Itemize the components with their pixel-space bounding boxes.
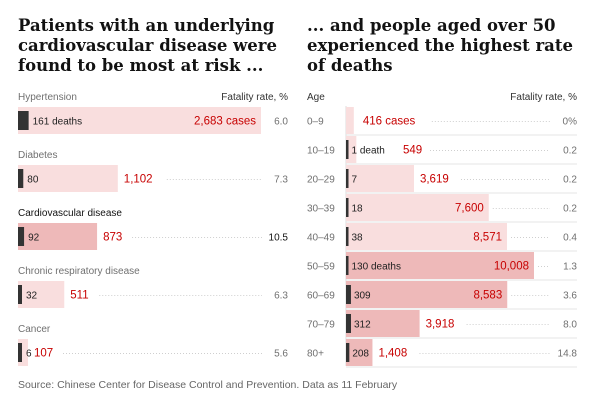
right-category-header: Age [307, 92, 325, 103]
left-deaths-bar [18, 111, 29, 130]
right-category-label: 10–19 [307, 146, 335, 157]
right-deaths-label: 309 [354, 291, 371, 302]
right-category-label: 50–59 [307, 262, 335, 273]
right-fatality-value: 0.2 [563, 175, 577, 186]
right-category-label: 40–49 [307, 233, 335, 244]
right-category-label: 80+ [307, 349, 324, 360]
right-deaths-bar [346, 343, 350, 362]
left-cases-label: 873 [103, 232, 122, 244]
right-fatality-value: 0.4 [563, 233, 577, 244]
left-chart-title: Patients with an underlying cardiovascul… [18, 16, 277, 75]
left-category-label: Cardiovascular disease [18, 208, 122, 219]
left-cases-bar [18, 339, 28, 366]
right-cases-label: 549 [403, 145, 422, 157]
left-deaths-label: 161 deaths [33, 117, 83, 128]
right-cases-label: 8,571 [473, 232, 502, 244]
left-fatality-value: 6.0 [274, 117, 288, 128]
right-deaths-label: 312 [354, 320, 371, 331]
right-cases-bar [346, 310, 420, 337]
right-fatality-value: 8.0 [563, 320, 577, 331]
right-fatality-value: 14.8 [558, 349, 578, 360]
right-fatality-value: 3.6 [563, 291, 577, 302]
right-deaths-label: 38 [352, 233, 364, 244]
left-deaths-bar [18, 169, 24, 188]
left-deaths-bar [18, 343, 22, 362]
right-deaths-bar [346, 198, 349, 217]
right-cases-bar [346, 165, 414, 192]
right-category-label: 70–79 [307, 320, 335, 331]
right-fatality-value: 0.2 [563, 146, 577, 157]
right-deaths-label: 208 [352, 349, 369, 360]
right-deaths-label: 18 [352, 204, 364, 215]
right-cases-bar [346, 252, 534, 279]
right-deaths-bar [346, 314, 351, 333]
right-cases-label: 8,583 [473, 290, 502, 302]
left-cases-label: 2,683 cases [194, 116, 256, 128]
right-fatality-value: 1.3 [563, 262, 577, 273]
right-deaths-bar [346, 169, 349, 188]
right-category-label: 0–9 [307, 117, 324, 128]
right-category-label: 30–39 [307, 204, 335, 215]
right-cases-bar [346, 339, 373, 366]
left-deaths-label: 80 [27, 175, 39, 186]
right-fatality-value: 0% [563, 117, 578, 128]
left-cases-bar [18, 107, 261, 134]
left-cases-label: 107 [34, 348, 53, 360]
left-category-label: Hypertension [18, 92, 77, 103]
left-cases-bar [18, 281, 65, 308]
left-fatality-value: 10.5 [269, 233, 289, 244]
right-deaths-bar [346, 140, 349, 159]
source-note: Source: Chinese Center for Disease Contr… [18, 379, 398, 391]
right-deaths-label: 1 death [352, 146, 385, 157]
left-cases-label: 511 [70, 290, 88, 302]
right-fatality-value: 0.2 [563, 204, 577, 215]
right-cases-bar [346, 281, 508, 308]
left-fatality-value: 5.6 [274, 349, 288, 360]
left-category-label: Chronic respiratory disease [18, 266, 140, 277]
left-fatality-value: 6.3 [274, 291, 288, 302]
right-cases-label: 3,619 [420, 174, 449, 186]
left-fatality-header: Fatality rate, % [221, 92, 288, 103]
right-cases-label: 416 cases [363, 116, 416, 128]
left-deaths-bar [18, 285, 22, 304]
left-deaths-label: 92 [28, 233, 40, 244]
right-category-label: 20–29 [307, 175, 335, 186]
right-fatality-header: Fatality rate, % [510, 92, 577, 103]
right-deaths-label: 7 [352, 175, 358, 186]
right-cases-label: 10,008 [494, 261, 529, 273]
right-cases-label: 7,600 [455, 203, 484, 215]
right-cases-bar [346, 136, 357, 163]
left-cases-bar [18, 223, 98, 250]
right-deaths-bar [346, 256, 349, 275]
left-deaths-bar [18, 227, 25, 246]
right-category-label: 60–69 [307, 291, 335, 302]
left-cases-label: 1,102 [124, 174, 153, 186]
right-chart-title: ... and people aged over 50 experienced … [307, 16, 573, 75]
left-deaths-label: 32 [26, 291, 38, 302]
right-cases-bar [346, 223, 508, 250]
right-cases-label: 1,408 [378, 348, 407, 360]
right-cases-label: 3,918 [426, 319, 455, 331]
left-deaths-label: 6 [26, 349, 32, 360]
left-cases-bar [18, 165, 118, 192]
left-fatality-value: 7.3 [274, 175, 288, 186]
left-category-label: Cancer [18, 324, 51, 335]
right-deaths-label: 130 deaths [352, 262, 402, 273]
right-cases-bar [346, 107, 354, 134]
left-category-label: Diabetes [18, 150, 57, 161]
right-deaths-bar [346, 227, 349, 246]
right-cases-bar [346, 194, 489, 221]
right-deaths-bar [346, 285, 351, 304]
